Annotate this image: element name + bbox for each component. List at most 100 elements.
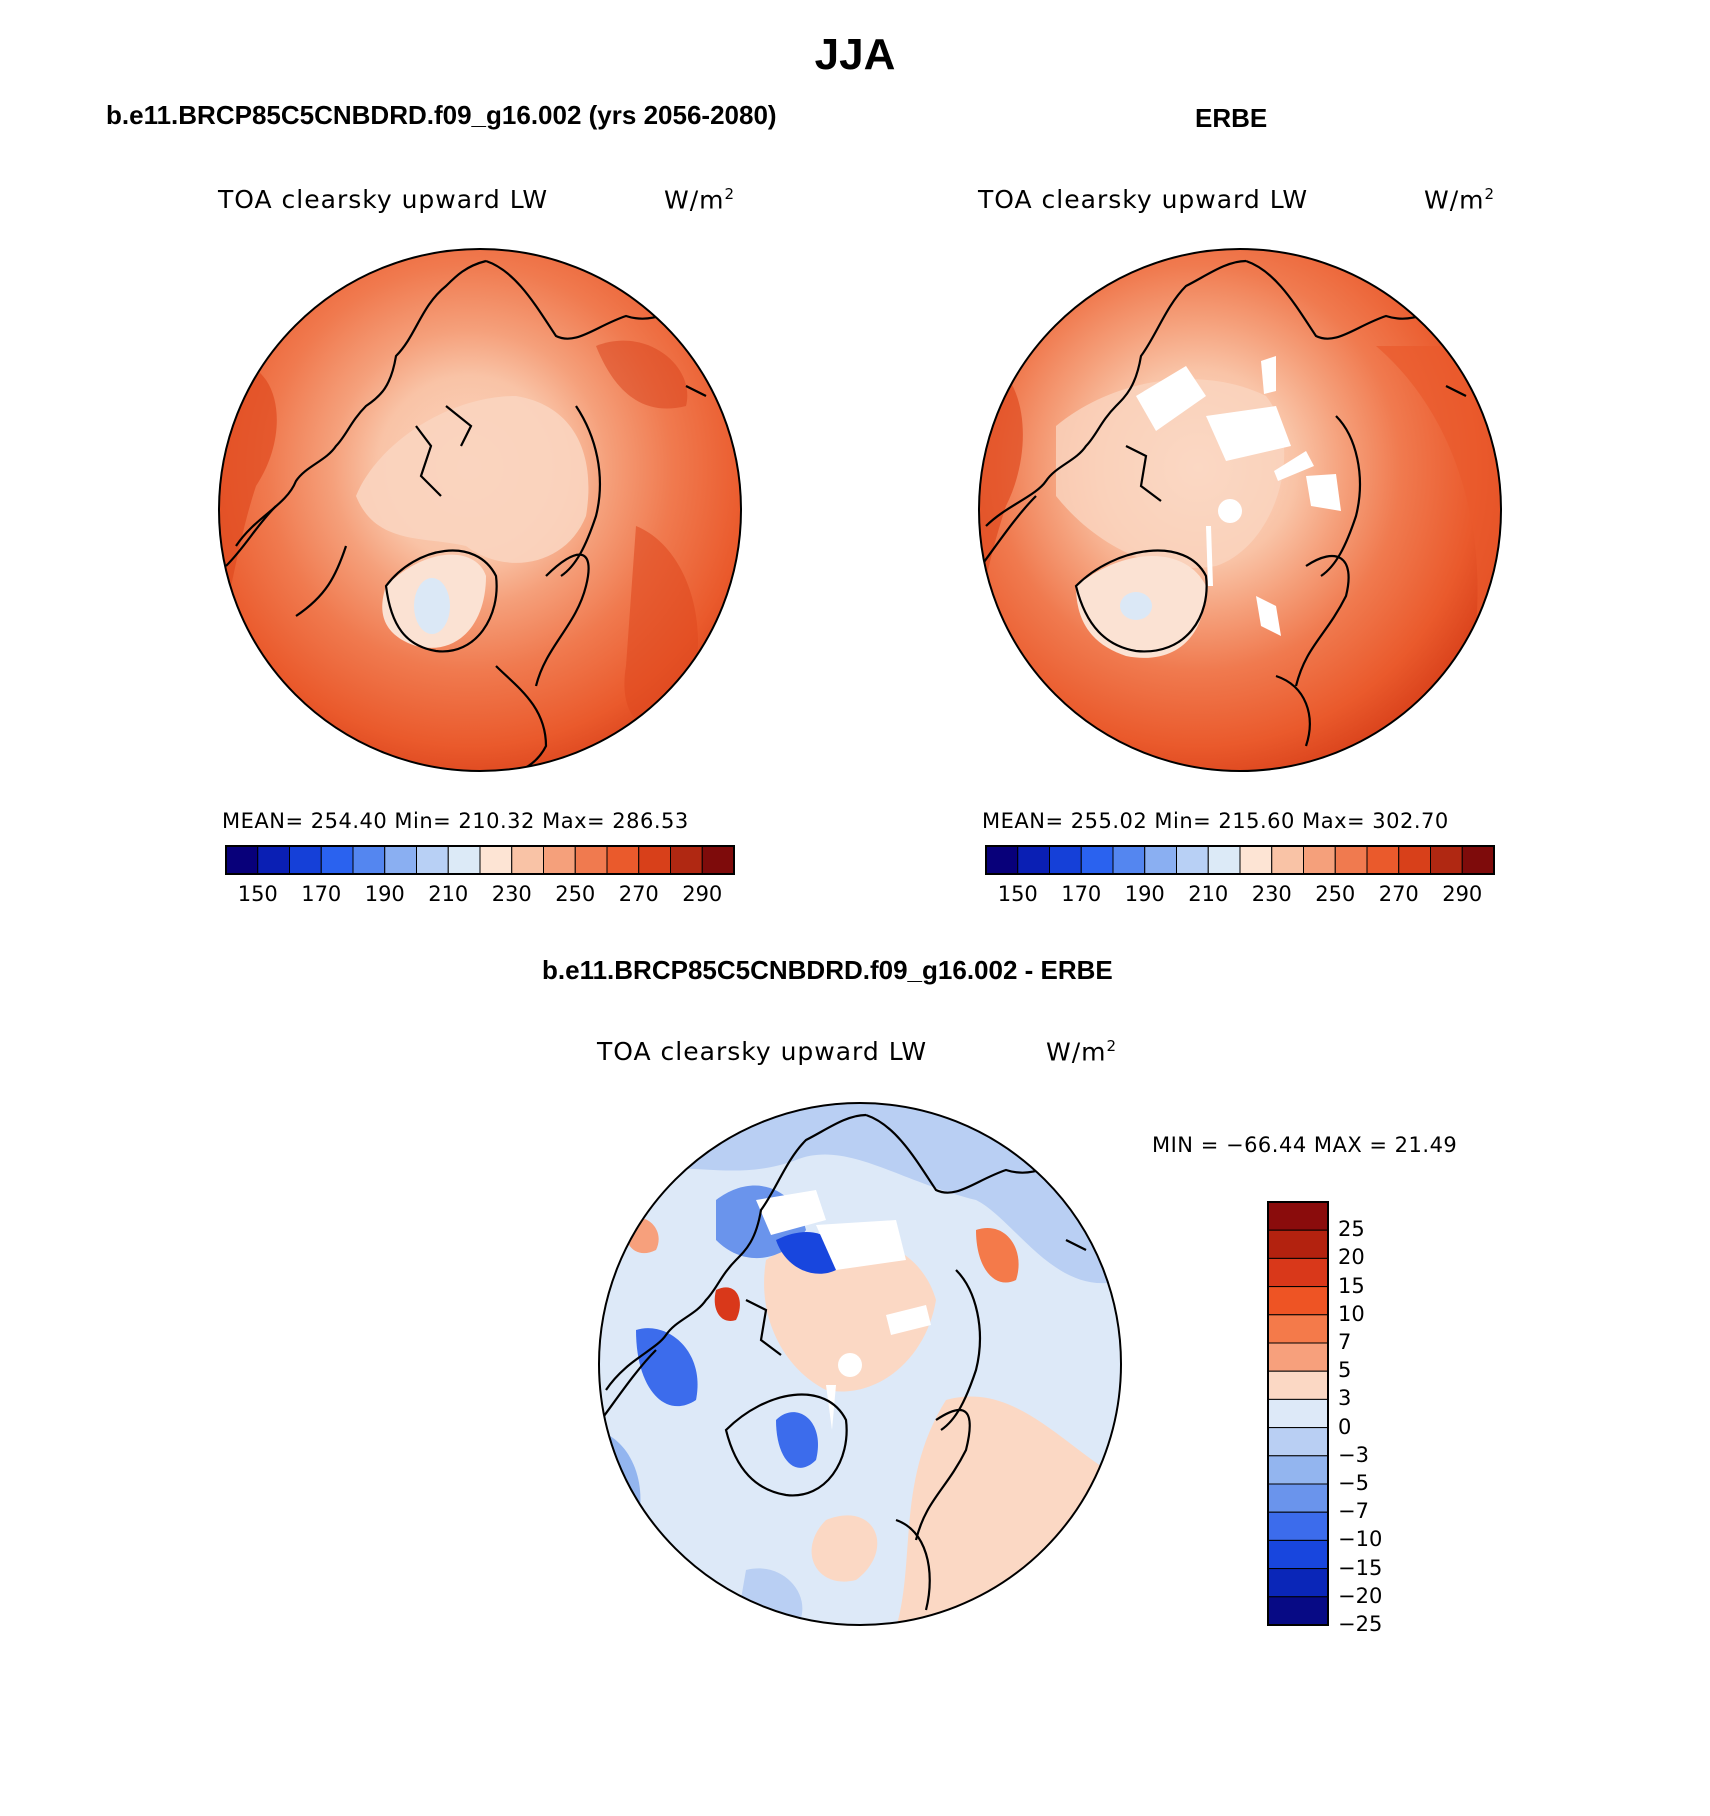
model-colorbar-box [701,845,735,875]
diff-colorbar-tick-label: −3 [1338,1442,1369,1467]
obs-colorbar-box [1176,845,1209,875]
model-colorbar-tick-label: 210 [428,882,469,906]
diff-colorbar-tick-label: 20 [1338,1245,1365,1270]
obs-colorbar-box [1049,845,1082,875]
model-variable-label: TOA clearsky upward LW [218,185,549,214]
model-colorbar-tick-label: 270 [618,882,659,906]
obs-colorbar-box [1303,845,1336,875]
diff-variable-label: TOA clearsky upward LW [597,1037,928,1066]
diff-colorbar-box [1267,1398,1329,1429]
model-colorbar-box [479,845,513,875]
model-stats: MEAN= 254.40 Min= 210.32 Max= 286.53 [222,809,689,833]
model-colorbar-box [511,845,544,875]
obs-colorbar-box [1271,845,1304,875]
obs-colorbar-box [985,845,1019,875]
model-colorbar-box [225,845,259,875]
obs-colorbar-tick-label: 190 [1124,882,1165,906]
model-colorbar-tick-label: 250 [555,882,596,906]
diff-colorbar-box [1267,1229,1329,1259]
obs-colorbar [985,845,1495,875]
model-colorbar-tick-label: 190 [364,882,405,906]
diff-colorbar-tick-label: 10 [1338,1301,1365,1326]
model-colorbar-tick-label: 230 [491,882,532,906]
obs-colorbar-tick-label: 290 [1442,882,1483,906]
obs-colorbar-tick-label: 270 [1378,882,1419,906]
diff-colorbar-box [1267,1596,1329,1626]
obs-colorbar-box [1366,845,1400,875]
diff-colorbar-box [1267,1427,1329,1457]
obs-variable-label: TOA clearsky upward LW [978,185,1309,214]
diff-colorbar-tick-label: −7 [1338,1499,1369,1524]
model-colorbar-box [606,845,640,875]
diff-polar-map [598,1102,1122,1626]
obs-colorbar-box [1398,845,1431,875]
model-colorbar-box [638,845,671,875]
obs-colorbar-ticks: 150 170 190 210 230 250 270 290 [986,882,1494,908]
page-title: JJA [814,30,896,79]
diff-colorbar-box [1267,1511,1329,1541]
model-colorbar-box [416,845,449,875]
diff-colorbar-box [1267,1342,1329,1372]
model-colorbar-tick-label: 170 [301,882,342,906]
model-colorbar-box [574,845,608,875]
obs-colorbar-box [1017,845,1050,875]
obs-units-label: W/m2 [1424,185,1496,215]
diff-colorbar-tick-label: 5 [1338,1358,1352,1383]
diff-panel-header: b.e11.BRCP85C5CNBDRD.f09_g16.002 - ERBE [542,955,1113,985]
model-colorbar-box [289,845,322,875]
model-polar-map [218,248,742,772]
diff-colorbar-tick-label: 0 [1338,1414,1352,1439]
obs-colorbar-tick-label: 250 [1315,882,1356,906]
model-colorbar [225,845,735,875]
model-colorbar-tick-label: 290 [682,882,723,906]
diff-colorbar [1267,1201,1329,1626]
diff-colorbar-box [1267,1483,1329,1513]
obs-colorbar-box [1461,845,1495,875]
model-colorbar-box [257,845,290,875]
obs-colorbar-outline [985,845,1495,875]
diff-colorbar-tick-label: 15 [1338,1273,1365,1298]
diff-units-label: W/m2 [1046,1037,1118,1067]
obs-colorbar-box [1144,845,1177,875]
obs-colorbar-box [1334,845,1368,875]
diff-colorbar-box [1267,1370,1329,1400]
diff-colorbar-tick-label: 3 [1338,1386,1352,1411]
model-colorbar-box [447,845,481,875]
obs-colorbar-box [1207,845,1241,875]
model-units-label: W/m2 [664,185,736,215]
diff-colorbar-box [1267,1539,1329,1570]
diff-colorbar-box [1267,1568,1329,1598]
diff-colorbar-tick-label: 25 [1338,1217,1365,1242]
diff-colorbar-outline [1267,1201,1329,1626]
obs-colorbar-tick-label: 150 [997,882,1038,906]
diff-colorbar-tick-label: −20 [1338,1583,1383,1608]
diff-colorbar-box [1267,1455,1329,1485]
diff-colorbar-tick-label: −25 [1338,1612,1383,1636]
diff-colorbar-box [1267,1257,1329,1288]
obs-panel-header: ERBE [1195,103,1268,133]
obs-colorbar-tick-label: 210 [1188,882,1229,906]
diff-colorbar-box [1267,1314,1329,1344]
model-colorbar-tick-label: 150 [237,882,278,906]
diff-colorbar-ticks: 25 20 15 10 7 5 3 0 −3 −5 −7 −10 −15 −20 −25 [1338,1202,1418,1636]
obs-colorbar-box [1239,845,1273,875]
diff-colorbar-tick-label: −10 [1338,1527,1383,1552]
model-colorbar-box [670,845,703,875]
obs-colorbar-box [1112,845,1146,875]
obs-stats: MEAN= 255.02 Min= 215.60 Max= 302.70 [982,809,1449,833]
obs-polar-map [978,248,1502,772]
diff-colorbar-tick-label: −5 [1338,1471,1369,1495]
model-colorbar-box [384,845,417,875]
model-colorbar-outline [225,845,735,875]
diff-colorbar-tick-label: 7 [1338,1330,1352,1354]
model-colorbar-box [320,845,354,875]
diff-colorbar-tick-label: −15 [1338,1555,1383,1580]
diff-colorbar-box [1267,1201,1329,1231]
model-panel-header: b.e11.BRCP85C5CNBDRD.f09_g16.002 (yrs 20… [106,100,777,130]
obs-colorbar-box [1430,845,1463,875]
diff-colorbar-box [1267,1286,1329,1316]
obs-colorbar-tick-label: 230 [1251,882,1292,906]
model-colorbar-box [352,845,386,875]
model-colorbar-ticks: 150 170 190 210 230 250 270 290 [226,882,734,908]
diff-stats: MIN = −66.44 MAX = 21.49 [1152,1133,1458,1157]
